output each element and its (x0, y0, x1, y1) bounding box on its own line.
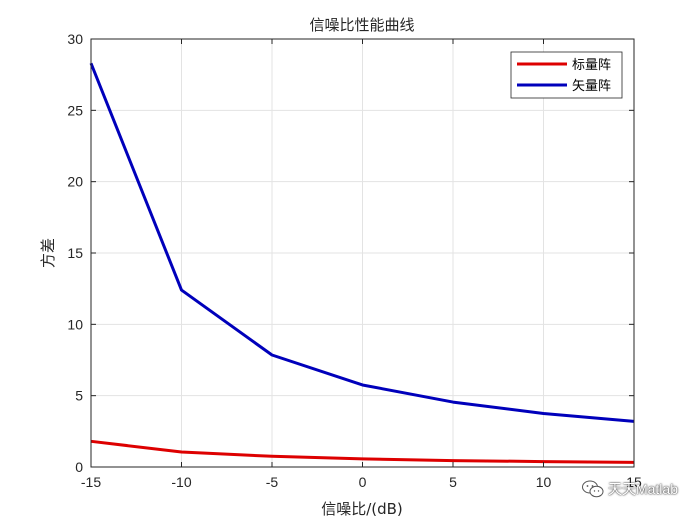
x-tick-label: 5 (449, 474, 457, 490)
watermark-text: 天天Matlab (607, 481, 678, 497)
x-tick-label: -10 (171, 474, 191, 490)
y-tick-label: 15 (67, 245, 83, 261)
chart-title: 信噪比性能曲线 (309, 16, 414, 34)
y-tick-label: 20 (67, 174, 83, 190)
y-tick-label: 5 (75, 388, 83, 404)
x-tick-label: 10 (536, 474, 552, 490)
y-tick-label: 0 (75, 459, 83, 475)
watermark: 天天Matlab (581, 479, 678, 499)
y-tick-label: 30 (67, 31, 83, 47)
y-axis-label: 方差 (39, 238, 57, 268)
wechat-icon (581, 480, 604, 498)
legend-box (510, 51, 623, 99)
x-tick-label: -5 (266, 474, 279, 490)
x-tick-label: 15 (626, 474, 642, 490)
x-axis-label: 信噪比/(dB) (321, 500, 403, 518)
tick-labels: -15 -10 -5 0 5 10 15 0 5 10 15 20 25 30 (67, 31, 642, 490)
x-tick-label: 0 (359, 474, 367, 490)
x-tick-label: -15 (81, 474, 101, 490)
axis-ticks (90, 38, 635, 468)
series-line-0 (90, 439, 635, 464)
series-line-1 (89, 62, 635, 423)
legend-label-1: 矢量阵 (572, 79, 611, 94)
series-lines (89, 62, 635, 464)
legend-label-0: 标量阵 (572, 58, 611, 73)
y-tick-label: 10 (67, 316, 83, 332)
y-tick-label: 25 (67, 102, 83, 118)
